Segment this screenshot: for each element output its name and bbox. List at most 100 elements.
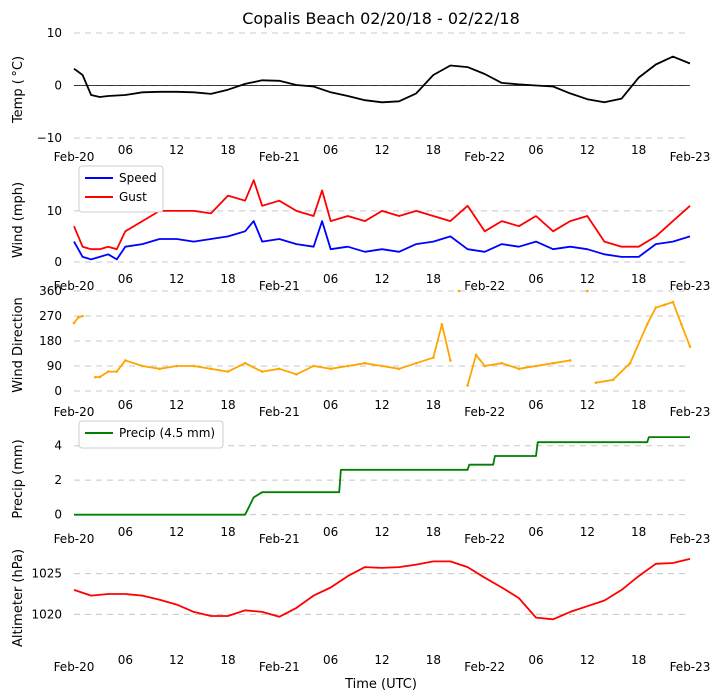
x-tick-label: 12: [169, 272, 184, 286]
x-tick-label: 06: [323, 653, 338, 667]
x-tick-label: Feb-23: [670, 405, 711, 419]
x-axis-label: Time (UTC): [344, 677, 417, 692]
y-tick-label: 360: [39, 284, 62, 298]
x-tick-label: 12: [169, 143, 184, 157]
y-tick-label: 1025: [31, 567, 62, 581]
x-tick-label: 06: [528, 272, 543, 286]
y-tick-label: 0: [54, 508, 62, 522]
x-tick-label: 06: [528, 398, 543, 412]
data-point: [594, 381, 598, 384]
y-tick-label: 4: [54, 439, 62, 453]
x-tick-label: 06: [528, 525, 543, 539]
x-tick-label: 18: [426, 143, 441, 157]
x-tick-label: 18: [220, 272, 235, 286]
x-tick-label: 06: [323, 398, 338, 412]
panel-precip: 4 2 0 Precip (mm) Feb-20 06 12 18 Feb-21 06 12 18 Fe…: [11, 420, 710, 546]
data-point: [654, 306, 658, 309]
y-tick-label: 0: [54, 255, 62, 269]
panel-dir: 360 270 180 90 0 Wind Direction Feb-20 06 12 18 Fe…: [11, 284, 710, 419]
data-point: [76, 316, 80, 319]
data-point: [260, 370, 264, 373]
x-tick-label: 12: [580, 272, 595, 286]
legend-box: [78, 420, 224, 449]
data-point: [81, 314, 84, 318]
data-point: [483, 364, 486, 368]
x-tick-label: 18: [631, 143, 646, 157]
x-tick-label: Feb-22: [464, 279, 505, 293]
series-line-temp: [73, 55, 691, 104]
data-point: [226, 370, 230, 373]
x-tick-label: 06: [118, 398, 133, 412]
data-point: [628, 361, 632, 365]
data-point: [346, 364, 350, 368]
x-tick-label: Feb-21: [259, 405, 300, 419]
data-point: [671, 300, 675, 304]
data-point: [124, 359, 127, 362]
data-point: [680, 323, 683, 326]
data-point: [98, 375, 101, 379]
x-tick-label: 06: [118, 653, 133, 667]
data-point: [192, 364, 196, 368]
data-point: [449, 359, 452, 362]
x-tick-label: 18: [631, 272, 646, 286]
panel-temp: 10 0 −10 Temp ( °C) Feb-20 06 12 18 Feb-21 06 12 18…: [11, 26, 710, 164]
x-tick-label: 12: [580, 525, 595, 539]
x-tick-label: 12: [374, 525, 389, 539]
x-tick-label: 18: [631, 398, 646, 412]
x-tick-label: 12: [374, 653, 389, 667]
data-point: [586, 289, 589, 293]
data-point: [568, 359, 572, 362]
y-axis-label: Altimeter (hPa): [11, 549, 26, 647]
data-point: [440, 323, 444, 326]
x-tick-label: Feb-23: [670, 279, 711, 293]
data-point: [534, 364, 538, 368]
data-point: [295, 373, 298, 376]
data-point: [158, 367, 161, 371]
data-point: [278, 367, 281, 371]
data-point: [688, 345, 692, 348]
x-tick-label: 18: [426, 398, 441, 412]
x-tick-label: 12: [169, 653, 184, 667]
data-point: [363, 361, 367, 365]
y-tick-label: 1020: [31, 607, 62, 621]
x-tick-label: 12: [374, 272, 389, 286]
x-tick-label: Feb-22: [464, 405, 505, 419]
x-tick-label: 12: [580, 398, 595, 412]
series-line-precip-4-5-mm-: [74, 436, 690, 516]
y-tick-label: 2: [54, 473, 62, 487]
data-point: [175, 364, 178, 368]
x-tick-label: 18: [631, 653, 646, 667]
x-tick-label: 12: [374, 143, 389, 157]
y-axis-label: Temp ( °C): [11, 56, 26, 124]
x-tick-label: 06: [528, 143, 543, 157]
data-point: [645, 323, 649, 326]
y-tick-label: 180: [39, 334, 62, 348]
x-tick-label: 06: [118, 272, 133, 286]
y-tick-label: 90: [47, 359, 62, 373]
x-tick-label: Feb-21: [259, 532, 300, 546]
series-line-altimeter: [73, 558, 691, 621]
x-tick-label: Feb-22: [464, 660, 505, 674]
data-point: [500, 361, 504, 365]
series-line-speed: [73, 220, 691, 261]
data-point: [141, 364, 144, 368]
y-axis-label: Wind (mph): [11, 182, 26, 258]
y-tick-label: 0: [54, 79, 62, 93]
x-tick-label: 18: [631, 525, 646, 539]
x-tick-label: 18: [220, 525, 235, 539]
x-tick-label: 18: [220, 143, 235, 157]
y-tick-label: 270: [39, 309, 62, 323]
x-tick-label: Feb-22: [464, 150, 505, 164]
y-tick-label: 10: [47, 204, 62, 218]
series-line-direction: [73, 301, 691, 386]
y-tick-label: −10: [37, 131, 62, 145]
data-point: [466, 384, 469, 387]
x-tick-label: 18: [426, 525, 441, 539]
data-point: [397, 367, 401, 371]
x-tick-label: 12: [169, 525, 184, 539]
x-tick-label: 06: [323, 525, 338, 539]
x-tick-label: 06: [118, 525, 133, 539]
y-tick-label: 0: [54, 384, 62, 398]
data-point: [329, 367, 332, 371]
x-tick-label: Feb-20: [54, 150, 95, 164]
